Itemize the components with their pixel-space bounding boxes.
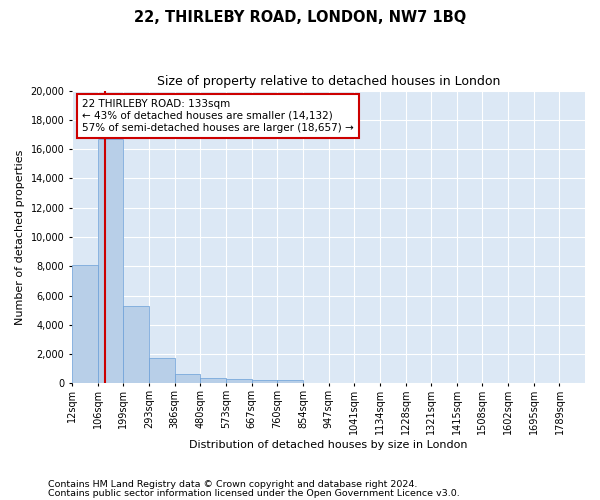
X-axis label: Distribution of detached houses by size in London: Distribution of detached houses by size … [189, 440, 468, 450]
Bar [149, 358, 175, 384]
Text: Contains public sector information licensed under the Open Government Licence v3: Contains public sector information licen… [48, 488, 460, 498]
Bar [72, 265, 98, 384]
Bar [200, 378, 226, 384]
Bar [226, 380, 252, 384]
Bar [98, 139, 124, 384]
Bar [252, 380, 277, 384]
Y-axis label: Number of detached properties: Number of detached properties [15, 150, 25, 324]
Text: 22 THIRLEBY ROAD: 133sqm
← 43% of detached houses are smaller (14,132)
57% of se: 22 THIRLEBY ROAD: 133sqm ← 43% of detach… [82, 100, 354, 132]
Text: Contains HM Land Registry data © Crown copyright and database right 2024.: Contains HM Land Registry data © Crown c… [48, 480, 418, 489]
Bar [277, 380, 303, 384]
Bar [124, 306, 149, 384]
Bar [175, 374, 200, 384]
Text: 22, THIRLEBY ROAD, LONDON, NW7 1BQ: 22, THIRLEBY ROAD, LONDON, NW7 1BQ [134, 10, 466, 25]
Title: Size of property relative to detached houses in London: Size of property relative to detached ho… [157, 75, 500, 88]
